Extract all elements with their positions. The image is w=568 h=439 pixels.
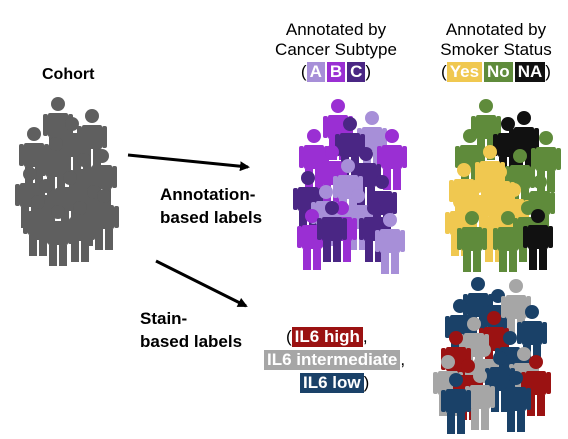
il6-sep2: , bbox=[400, 350, 406, 369]
annotation-label-line1: Annotation- bbox=[160, 185, 256, 204]
smoker-crowd bbox=[445, 99, 561, 272]
subtype-badge-c: C bbox=[347, 62, 366, 82]
subtype-open-paren: ( bbox=[300, 62, 307, 81]
il6-open-paren: ( bbox=[286, 327, 292, 346]
il6-low-badge: IL6 low bbox=[300, 373, 364, 393]
il6-high-badge: IL6 high bbox=[291, 327, 363, 347]
smoker-open-paren: ( bbox=[441, 62, 447, 81]
il6-sep1: , bbox=[362, 327, 368, 346]
subtype-badge-a: A bbox=[306, 62, 325, 82]
il6-legend-line2: IL6 intermediate, bbox=[264, 349, 405, 371]
il6-legend-line1: (IL6 high, bbox=[286, 326, 368, 348]
cohort-crowd bbox=[15, 97, 119, 266]
smoker-badge-no: No bbox=[484, 62, 513, 82]
smoker-heading-line2: Smoker Status bbox=[440, 40, 552, 59]
smoker-heading: Annotated by Smoker Status (Yes No NA) bbox=[426, 20, 566, 82]
subtype-legend: (A B C) bbox=[266, 62, 406, 82]
stain-arrow bbox=[155, 259, 248, 308]
subtype-heading-line2: Cancer Subtype bbox=[275, 40, 397, 59]
subtype-crowd bbox=[293, 99, 407, 274]
annotation-arrow bbox=[127, 153, 250, 172]
subtype-badge-b: B bbox=[326, 62, 346, 82]
smoker-badge-na: NA bbox=[514, 62, 546, 82]
il6-legend-line3: IL6 low) bbox=[300, 372, 369, 394]
subtype-heading-line1: Annotated by bbox=[285, 20, 387, 39]
annotation-label-line2: based labels bbox=[160, 208, 263, 227]
il6-crowd bbox=[433, 277, 551, 434]
il6-intermediate-badge: IL6 intermediate bbox=[264, 350, 401, 370]
il6-close-paren: ) bbox=[363, 373, 370, 392]
stain-label-line1: Stain- bbox=[140, 309, 188, 328]
stain-label-line2: based labels bbox=[140, 332, 243, 351]
smoker-badge-yes: Yes bbox=[446, 62, 483, 82]
smoker-heading-line1: Annotated by bbox=[445, 20, 547, 39]
cohort-label: Cohort bbox=[42, 66, 95, 83]
smoker-close-paren: ) bbox=[545, 62, 551, 81]
subtype-heading: Annotated by Cancer Subtype (A B C) bbox=[266, 20, 406, 82]
smoker-legend: (Yes No NA) bbox=[426, 62, 566, 82]
subtype-close-paren: ) bbox=[365, 62, 372, 81]
